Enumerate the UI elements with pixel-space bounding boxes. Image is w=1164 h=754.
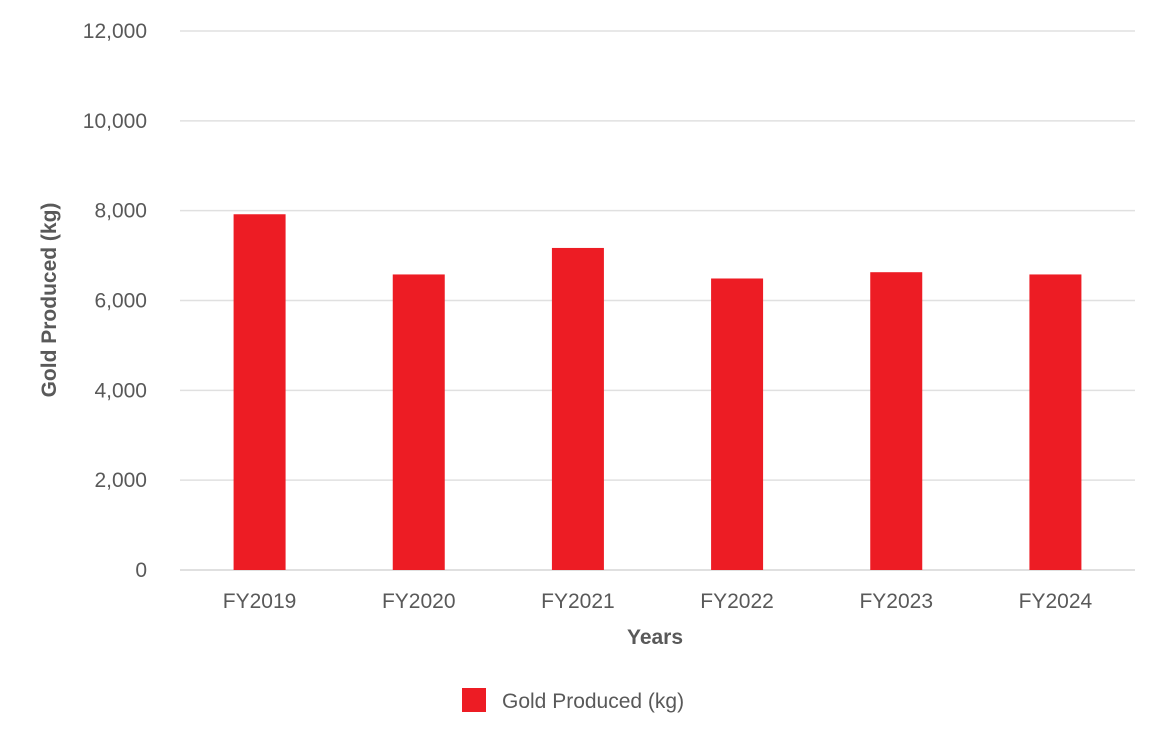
x-axis-tick-labels: FY2019 FY2020 FY2021 FY2022 FY2023 FY2024 xyxy=(223,590,1093,613)
bar-fy2023 xyxy=(870,272,923,570)
y-axis-tick-labels: 0 2,000 4,000 6,000 8,000 10,000 12,000 xyxy=(83,20,147,582)
x-tick-label: FY2021 xyxy=(541,590,615,613)
bar-fy2024 xyxy=(1029,274,1082,570)
bar-fy2019 xyxy=(233,214,286,570)
y-tick-label: 0 xyxy=(135,559,147,582)
y-tick-label: 10,000 xyxy=(83,110,147,133)
bars xyxy=(233,214,1082,570)
x-tick-label: FY2020 xyxy=(382,590,456,613)
bar-fy2020 xyxy=(392,274,445,570)
legend-label: Gold Produced (kg) xyxy=(502,690,684,713)
bar-fy2021 xyxy=(551,247,604,570)
grid-lines xyxy=(180,30,1135,571)
y-axis-title: Gold Produced (kg) xyxy=(38,203,61,398)
y-tick-label: 2,000 xyxy=(94,469,147,492)
x-tick-label: FY2023 xyxy=(859,590,933,613)
x-tick-label: FY2019 xyxy=(223,590,297,613)
legend: Gold Produced (kg) xyxy=(462,688,684,713)
legend-swatch xyxy=(462,688,486,712)
y-tick-label: 8,000 xyxy=(94,200,147,223)
bar-fy2022 xyxy=(711,278,764,570)
x-tick-label: FY2022 xyxy=(700,590,774,613)
y-tick-label: 12,000 xyxy=(83,20,147,43)
x-axis-title: Years xyxy=(627,626,683,649)
y-tick-label: 6,000 xyxy=(94,290,147,313)
y-tick-label: 4,000 xyxy=(94,379,147,402)
x-tick-label: FY2024 xyxy=(1019,590,1093,613)
